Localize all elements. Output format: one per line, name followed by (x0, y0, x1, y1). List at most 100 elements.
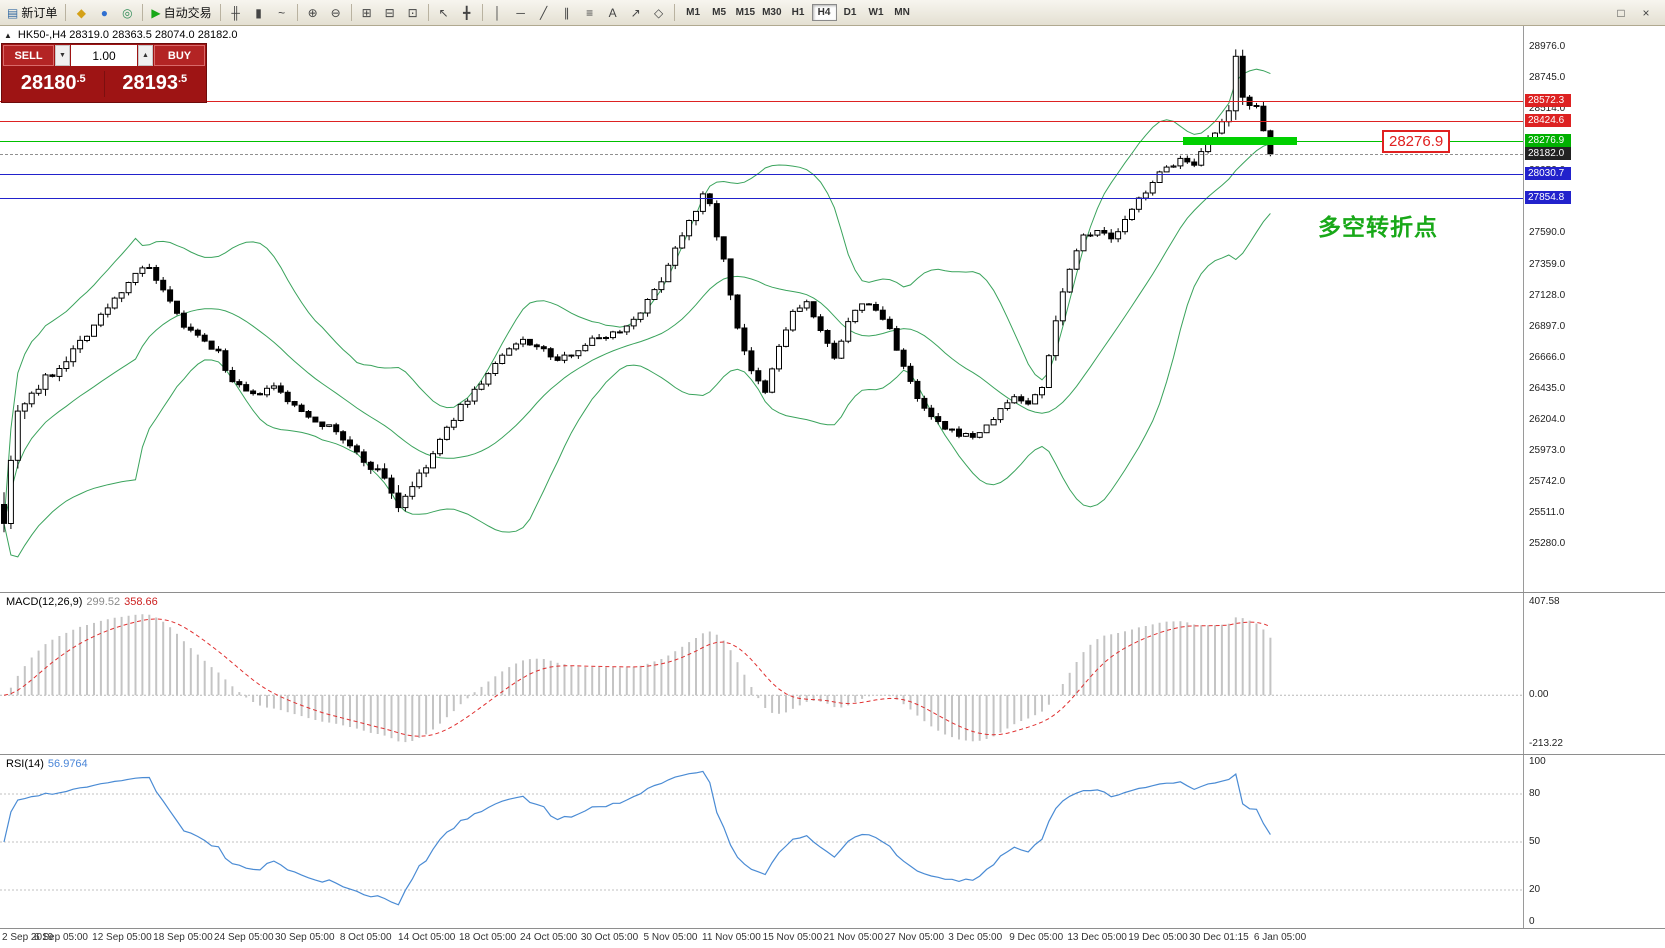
price-axis[interactable]: 28976.028745.028514.028283.028052.027821… (1523, 26, 1665, 928)
price-axis-label: 28976.0 (1529, 41, 1566, 52)
price-axis-label: 26897.0 (1529, 320, 1566, 332)
time-axis-label: 19 Dec 05:00 (1128, 932, 1188, 943)
panel-separator[interactable] (0, 754, 1665, 755)
candlestick-chart-button[interactable]: ▮ (248, 3, 270, 23)
timeframe-w1[interactable]: W1 (868, 7, 884, 18)
line-chart-icon: ~ (278, 5, 286, 20)
shapes-tool-button[interactable]: ◇ (648, 3, 670, 23)
buy-button[interactable]: BUY (154, 45, 205, 66)
chart-close-button[interactable]: × (1642, 5, 1650, 20)
annotation-text[interactable]: 多空转折点 (1318, 214, 1438, 240)
channel-tool-button[interactable]: ∥ (556, 3, 578, 23)
timeframe-m30[interactable]: M30 (762, 7, 782, 18)
timeframe-m15[interactable]: M15 (735, 7, 756, 18)
time-axis-label: 5 Nov 05:00 (643, 932, 698, 943)
rsi-axis-label: 0 (1529, 916, 1535, 927)
price-tag: 28276.9 (1525, 134, 1571, 147)
vline-tool-icon: │ (493, 5, 502, 20)
panel-separator[interactable] (0, 592, 1665, 593)
bar-chart-button[interactable]: ╫ (225, 3, 247, 23)
sell-price-frac: .5 (76, 73, 86, 85)
indicators-wizard-button[interactable]: ◆ (70, 3, 92, 23)
collapse-trade-panel-icon[interactable]: ▲ (4, 30, 12, 40)
trendline-tool-button[interactable]: ╱ (533, 3, 555, 23)
timeframe-d1[interactable]: D1 (843, 7, 857, 18)
crosshair-tool-button[interactable]: ╋ (456, 3, 478, 23)
bollinger-bands (3, 68, 1271, 558)
sell-button[interactable]: SELL (3, 45, 54, 66)
sell-price[interactable]: 28180.5 (3, 72, 104, 95)
fibonacci-tool-icon: ≡ (586, 5, 594, 20)
buy-price[interactable]: 28193.5 (105, 72, 206, 95)
lot-size-input[interactable]: 1.00 (71, 45, 137, 66)
toolbar-separator (142, 4, 144, 21)
rsi-indicator-panel[interactable] (0, 754, 1523, 928)
arrow-tool-button[interactable]: ↗ (625, 3, 647, 23)
toolbar-right-group: □ × (1610, 3, 1662, 23)
price-axis-label: 27359.0 (1529, 258, 1566, 270)
new-order-button-label: 新订单 (21, 6, 58, 20)
price-axis-label: 25511.0 (1529, 507, 1565, 518)
timeframe-h1[interactable]: H1 (791, 7, 805, 18)
rsi-axis-label: 100 (1529, 756, 1546, 767)
macd-axis-label: 407.58 (1529, 596, 1560, 607)
market-watch-button[interactable]: ● (93, 3, 115, 23)
crosshair-tool-icon: ╋ (462, 5, 471, 20)
rsi-line (3, 770, 1271, 906)
toolbar-separator (350, 4, 352, 21)
price-callout-label[interactable]: 28276.9 (1382, 130, 1451, 153)
navigator-button[interactable]: ◎ (116, 3, 138, 23)
macd-signal-line (3, 618, 1271, 737)
indicators-wizard-icon: ◆ (76, 5, 86, 20)
autotrading-button[interactable]: ▶ 自动交易 (147, 3, 215, 23)
tile-windows-button[interactable]: ⊞ (356, 3, 378, 23)
line-chart-button[interactable]: ~ (271, 3, 293, 23)
timeframe-h4[interactable]: H4 (811, 4, 837, 21)
macd-signal-value: 358.66 (124, 596, 158, 608)
zoom-out-button[interactable]: ⊖ (325, 3, 347, 23)
panel-separator (0, 928, 1665, 929)
macd-axis-label: -213.22 (1529, 738, 1563, 749)
time-axis-label: 24 Oct 05:00 (519, 932, 578, 943)
cursor-tool-button[interactable]: ↖ (433, 3, 455, 23)
toolbar-separator (296, 4, 298, 21)
tile-windows-icon: ⊞ (361, 5, 372, 20)
timeframe-m1[interactable]: M1 (686, 7, 701, 18)
price-divider (103, 70, 105, 97)
price-axis-label: 25973.0 (1529, 444, 1566, 456)
toolbar: ▤ 新订单 ◆ ● ◎ ▶ 自动交易 ╫ ▮ ~ ⊕ ⊖ ⊞ ⊟ ⊡ ↖ ╋ │ ─ ╱ ∥ ≡ A ↗ ◇ M1 M5 M15 M30… (0, 0, 1665, 26)
zoom-in-button[interactable]: ⊕ (302, 3, 324, 23)
toolbar-separator (427, 4, 429, 21)
rsi-title-text: RSI(14) (6, 758, 44, 770)
buy-price-frac: .5 (177, 73, 188, 85)
time-axis[interactable]: 2 Sep 2019 6 Sep 05:00 12 Sep 05:00 18 Sep … (0, 928, 1665, 948)
toolbar-separator (219, 4, 221, 21)
fibonacci-tool-button[interactable]: ≡ (579, 3, 601, 23)
arrange-windows-button[interactable]: ⊡ (402, 3, 424, 23)
time-axis-label: 13 Dec 05:00 (1067, 932, 1127, 943)
hline-tool-button[interactable]: ─ (510, 3, 532, 23)
price-tag: 28572.3 (1525, 94, 1571, 108)
macd-indicator-panel[interactable] (0, 592, 1523, 754)
cascade-windows-button[interactable]: ⊟ (379, 3, 401, 23)
time-axis-label: 30 Sep 05:00 (275, 932, 335, 943)
vline-tool-button[interactable]: │ (487, 3, 509, 23)
macd-title-text: MACD(12,26,9) (6, 596, 83, 608)
text-tool-button[interactable]: A (602, 3, 624, 23)
timeframe-m5[interactable]: M5 (712, 7, 727, 18)
main-price-chart[interactable] (0, 26, 1523, 592)
new-order-button[interactable]: ▤ 新订单 (3, 3, 61, 23)
time-axis-label: 18 Sep 05:00 (153, 932, 213, 943)
price-tag: 28424.6 (1525, 114, 1571, 128)
price-axis-label: 28514.0 (1529, 103, 1566, 115)
lot-decrease-button[interactable]: ▼ (55, 45, 70, 66)
lot-increase-button[interactable]: ▲ (138, 45, 153, 66)
time-axis-label: 11 Nov 05:00 (702, 932, 761, 943)
macd-label: MACD(12,26,9) 299.52 358.66 (6, 596, 158, 608)
timeframe-mn[interactable]: MN (894, 7, 910, 18)
rsi-value: 56.9764 (47, 758, 88, 770)
text-tool-icon: A (608, 5, 617, 20)
sell-price-main: 28180 (20, 72, 77, 94)
chart-restore-button[interactable]: □ (1617, 5, 1625, 20)
time-axis-label: 21 Nov 05:00 (823, 932, 884, 943)
